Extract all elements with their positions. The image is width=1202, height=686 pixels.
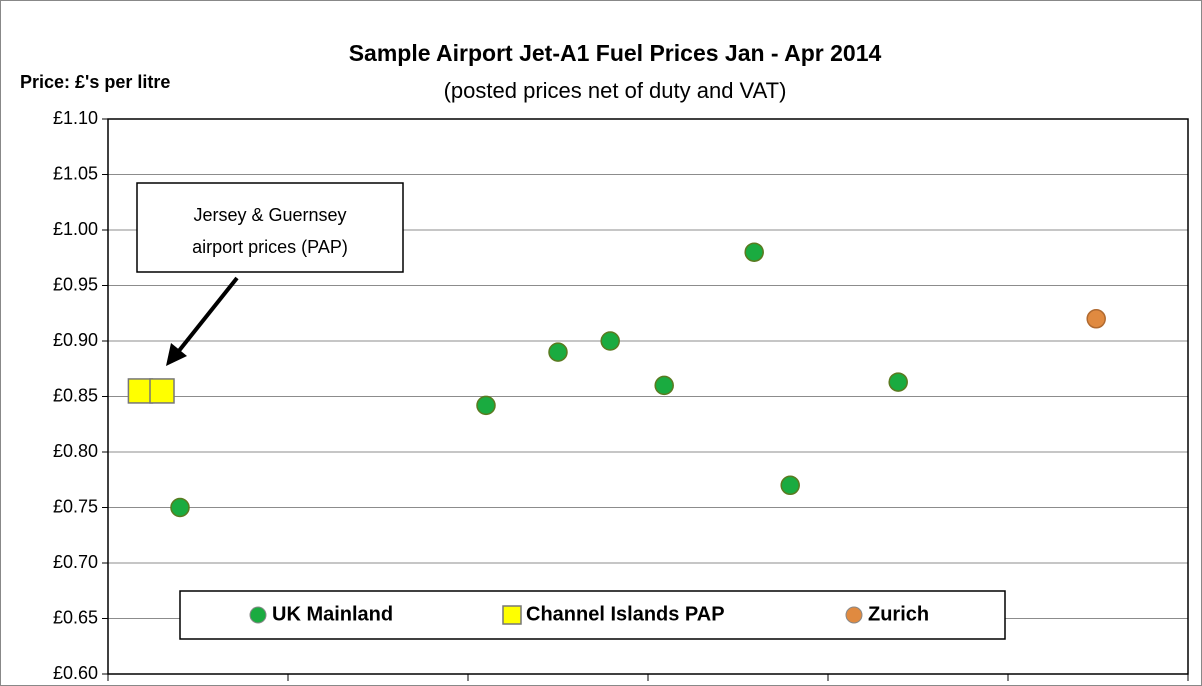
chart-title: Sample Airport Jet-A1 Fuel Prices Jan - … bbox=[349, 40, 882, 66]
y-axis-label: Price: £'s per litre bbox=[20, 72, 170, 92]
y-tick-label: £1.05 bbox=[53, 163, 98, 183]
y-tick-label: £0.95 bbox=[53, 274, 98, 294]
y-tick-label: £0.75 bbox=[53, 496, 98, 516]
plot-border bbox=[107, 118, 1189, 675]
annotation-line: airport prices (PAP) bbox=[192, 237, 348, 257]
legend-label: Zurich bbox=[868, 603, 929, 625]
annotation-arrowhead bbox=[166, 343, 187, 366]
legend-item: Zurich bbox=[845, 603, 929, 625]
legend-label: Channel Islands PAP bbox=[526, 603, 725, 625]
legend-box bbox=[179, 590, 1006, 640]
y-tick-label: £0.80 bbox=[53, 441, 98, 461]
legend-label: UK Mainland bbox=[272, 603, 393, 625]
y-tick-label: £0.70 bbox=[53, 552, 98, 572]
annotation-box bbox=[136, 182, 404, 273]
legend-item: Channel Islands PAP bbox=[502, 603, 725, 625]
point bbox=[744, 242, 764, 262]
legend-marker bbox=[845, 606, 863, 624]
point bbox=[149, 378, 175, 404]
point bbox=[600, 331, 620, 351]
point bbox=[654, 375, 674, 396]
legend-marker bbox=[502, 605, 522, 625]
annotation-arrow bbox=[176, 276, 239, 354]
y-tick-label: £0.65 bbox=[53, 607, 98, 627]
point bbox=[548, 342, 568, 362]
y-tick-label: £1.00 bbox=[53, 219, 98, 239]
point bbox=[476, 395, 496, 416]
point bbox=[1086, 309, 1106, 329]
point bbox=[780, 475, 800, 496]
chart-subtitle: (posted prices net of duty and VAT) bbox=[444, 78, 787, 103]
legend-item: UK Mainland bbox=[249, 603, 393, 625]
point bbox=[170, 497, 190, 518]
y-tick-label: £0.85 bbox=[53, 385, 98, 405]
y-tick-label: £0.60 bbox=[53, 663, 98, 683]
y-tick-label: £0.90 bbox=[53, 330, 98, 350]
point bbox=[127, 378, 154, 404]
legend-marker bbox=[249, 606, 267, 624]
point bbox=[888, 372, 908, 392]
y-tick-label: £1.10 bbox=[53, 108, 98, 128]
annotation-line: Jersey & Guernsey bbox=[193, 205, 346, 225]
